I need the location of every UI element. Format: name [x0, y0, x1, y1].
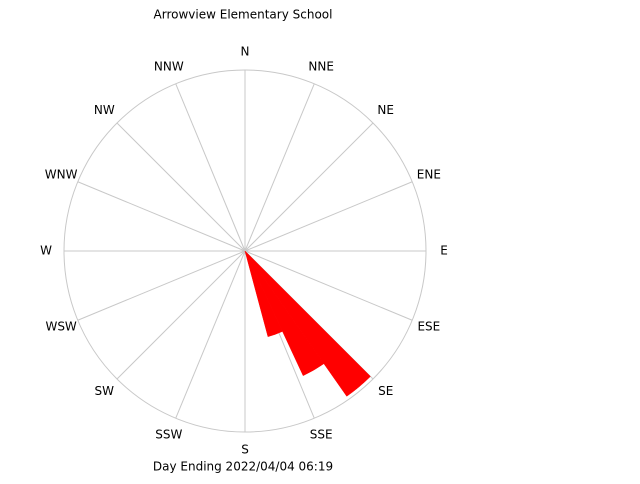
direction-label: NE: [377, 103, 394, 117]
spoke: [244, 181, 413, 252]
direction-label: N: [241, 45, 250, 59]
spoke: [77, 181, 246, 252]
spoke: [175, 83, 246, 252]
direction-label: WSW: [45, 320, 76, 334]
spoke: [116, 250, 246, 380]
spoke: [175, 250, 246, 419]
direction-label: S: [241, 443, 249, 457]
spoke: [116, 122, 246, 252]
chart-subtitle: Day Ending 2022/04/04 06:19: [153, 460, 333, 474]
direction-label: NW: [94, 103, 115, 117]
direction-label: W: [40, 244, 52, 258]
direction-label: E: [440, 244, 448, 258]
direction-label: SE: [378, 384, 393, 398]
spoke: [244, 250, 413, 321]
direction-label: ENE: [417, 167, 441, 181]
wind-sector: [244, 250, 283, 337]
wind-sector: [244, 250, 325, 377]
spoke: [244, 122, 374, 252]
direction-label: NNW: [154, 60, 184, 74]
chart-title: Arrowview Elementary School: [154, 8, 333, 22]
direction-label: SSW: [155, 427, 182, 441]
direction-label: WNW: [45, 167, 78, 181]
direction-label: NNE: [308, 60, 334, 74]
spoke: [77, 250, 246, 321]
direction-label: SSE: [310, 427, 333, 441]
wind-sector: [244, 250, 371, 397]
direction-label: ESE: [417, 320, 440, 334]
direction-label: SW: [95, 384, 115, 398]
spoke: [244, 83, 315, 252]
